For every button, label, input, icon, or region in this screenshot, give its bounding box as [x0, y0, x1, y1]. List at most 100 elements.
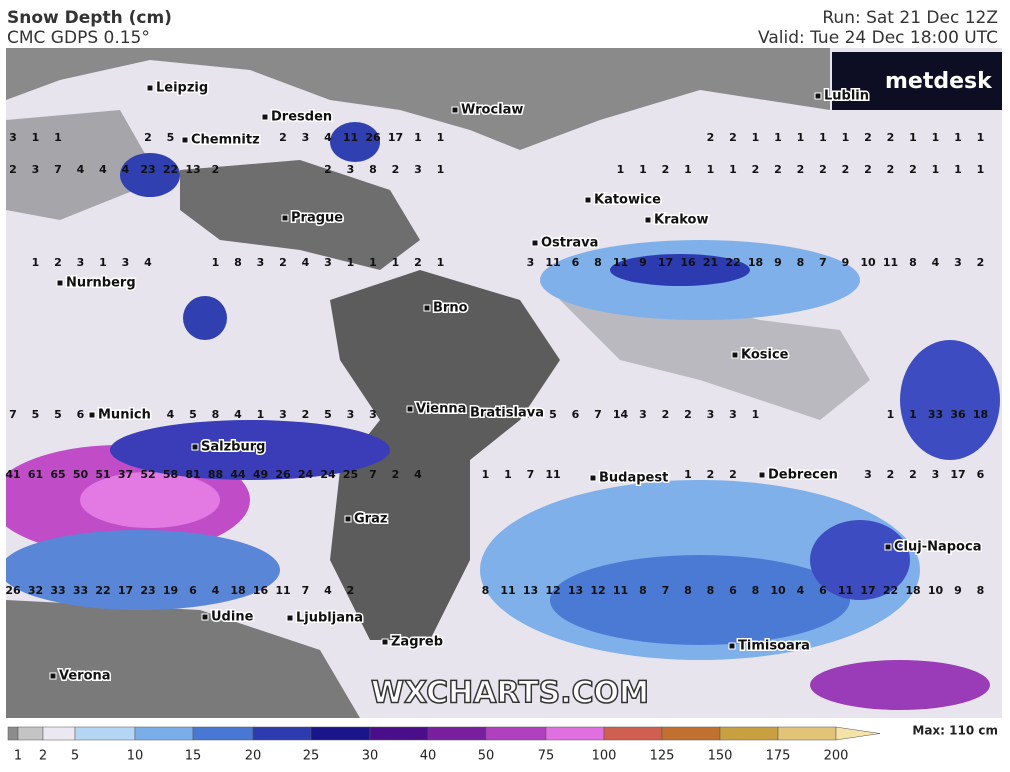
grid-value: 51 [95, 468, 110, 481]
grid-value: 2 [9, 163, 17, 176]
grid-value: 1 [774, 131, 782, 144]
grid-value: 23 [140, 163, 155, 176]
grid-value: 12 [590, 584, 605, 597]
grid-value: 4 [932, 256, 940, 269]
grid-value: 7 [369, 468, 377, 481]
legend-arrow [835, 726, 881, 741]
grid-value: 8 [482, 584, 490, 597]
legend-swatch [252, 726, 312, 741]
legend-tick-label: 50 [478, 749, 495, 764]
grid-value: 61 [28, 468, 43, 481]
city-marker [406, 405, 414, 413]
grid-value: 1 [99, 256, 107, 269]
grid-value: 2 [302, 408, 310, 421]
legend-tick-label: 5 [71, 749, 79, 764]
legend-tick-label: 20 [245, 749, 262, 764]
model: CMC GDPS 0.15° [7, 28, 150, 48]
grid-value: 4 [324, 584, 332, 597]
grid-value: 8 [707, 584, 715, 597]
grid-value: 11 [883, 256, 898, 269]
grid-value: 1 [617, 163, 625, 176]
legend-swatch [310, 726, 371, 741]
grid-value: 1 [819, 131, 827, 144]
city-marker [758, 471, 766, 479]
grid-value: 4 [797, 584, 805, 597]
city-label: Verona [59, 669, 111, 684]
city-label: Timisoara [738, 639, 810, 654]
legend-swatch [7, 726, 19, 741]
city-label: Munich [98, 408, 151, 423]
legend-tick-label: 40 [420, 749, 437, 764]
city-label: Salzburg [201, 440, 265, 455]
grid-value: 3 [122, 256, 130, 269]
grid-value: 5 [324, 408, 332, 421]
grid-value: 2 [729, 131, 737, 144]
grid-value: 1 [392, 256, 400, 269]
legend-swatch [17, 726, 44, 741]
grid-value: 33 [73, 584, 88, 597]
max-label: Max: 110 cm [912, 724, 998, 738]
legend-swatch [603, 726, 663, 741]
grid-value: 17 [658, 256, 673, 269]
city-marker [286, 614, 294, 622]
legend-swatch [74, 726, 136, 741]
grid-value: 1 [437, 163, 445, 176]
grid-value: 1 [437, 256, 445, 269]
city-label: Nurnberg [66, 276, 136, 291]
city-label: Ostrava [541, 236, 598, 251]
grid-value: 2 [144, 131, 152, 144]
grid-value: 10 [928, 584, 944, 597]
grid-value: 7 [9, 408, 17, 421]
grid-value: 16 [680, 256, 696, 269]
grid-value: 2 [707, 131, 715, 144]
grid-value: 18 [905, 584, 920, 597]
grid-value: 3 [864, 468, 872, 481]
grid-value: 7 [819, 256, 827, 269]
grid-value: 2 [887, 468, 895, 481]
grid-value: 44 [230, 468, 246, 481]
grid-value: 22 [725, 256, 740, 269]
legend-tick-label: 200 [824, 749, 849, 764]
grid-value: 10 [770, 584, 786, 597]
grid-value: 2 [347, 584, 355, 597]
legend-tick-label: 15 [185, 749, 202, 764]
city-label: Zagreb [391, 635, 443, 650]
grid-value: 2 [887, 163, 895, 176]
grid-value: 1 [842, 131, 850, 144]
grid-value: 1 [729, 163, 737, 176]
grid-value: 6 [729, 584, 737, 597]
grid-value: 3 [9, 131, 17, 144]
grid-value: 2 [54, 256, 62, 269]
grid-value: 6 [572, 256, 580, 269]
grid-value: 4 [99, 163, 107, 176]
grid-value: 17 [860, 584, 875, 597]
city-label: Wroclaw [461, 103, 523, 118]
city-marker [884, 543, 892, 551]
grid-value: 1 [887, 408, 895, 421]
grid-value: 2 [392, 468, 400, 481]
grid-value: 8 [234, 256, 242, 269]
grid-value: 33 [50, 584, 65, 597]
legend-tick-label: 10 [127, 749, 144, 764]
grid-value: 36 [950, 408, 966, 421]
grid-value: 2 [909, 163, 917, 176]
grid-value: 2 [707, 468, 715, 481]
city-label: Udine [211, 610, 254, 625]
city-label: Cluj-Napoca [894, 540, 981, 555]
grid-value: 2 [279, 131, 287, 144]
grid-value: 2 [212, 163, 220, 176]
grid-value: 1 [797, 131, 805, 144]
legend-tick-label: 25 [303, 749, 320, 764]
grid-value: 2 [414, 256, 422, 269]
grid-value: 1 [707, 163, 715, 176]
grid-value: 65 [50, 468, 65, 481]
city-label: Lublin [824, 89, 869, 104]
grid-value: 3 [324, 256, 332, 269]
grid-value: 13 [185, 163, 200, 176]
grid-value: 2 [504, 408, 512, 421]
grid-value: 1 [482, 468, 490, 481]
grid-value: 8 [977, 584, 985, 597]
grid-value: 1 [684, 163, 692, 176]
title: Snow Depth (cm) [7, 8, 172, 28]
city-marker [728, 642, 736, 650]
